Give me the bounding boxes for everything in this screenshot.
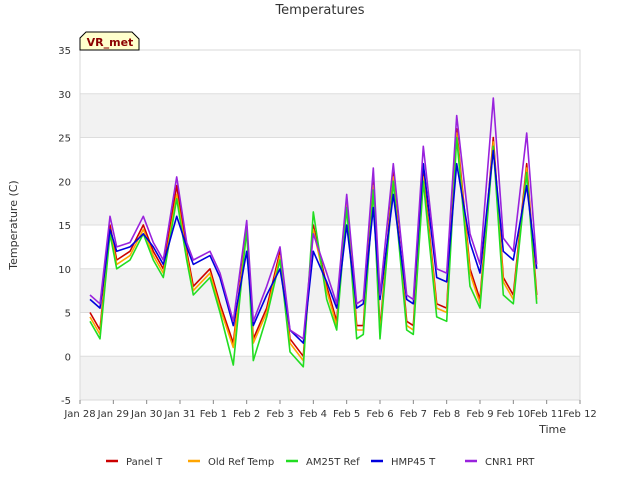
x-tick-label: Feb 6 xyxy=(366,409,393,420)
x-tick-label: Feb 12 xyxy=(563,409,597,420)
y-tick-label: 35 xyxy=(58,46,71,57)
station-annotation: VR_met xyxy=(79,31,140,51)
series-line-cnr1-prt xyxy=(89,97,538,340)
x-tick-label: Jan 30 xyxy=(130,409,162,420)
y-tick-label: 20 xyxy=(58,177,71,188)
y-tick-label: 0 xyxy=(65,352,71,363)
x-tick-label: Feb 11 xyxy=(530,409,564,420)
x-axis-label: Time xyxy=(538,423,566,436)
legend-label-am25t-ref: AM25T Ref xyxy=(306,457,360,468)
x-tick-label: Feb 2 xyxy=(233,409,260,420)
x-tick-label: Feb 3 xyxy=(266,409,293,420)
y-tick-label: 5 xyxy=(65,309,71,320)
x-tick-label: Feb 7 xyxy=(400,409,427,420)
legend-label-panel-t: Panel T xyxy=(126,457,163,468)
y-tick-label: 30 xyxy=(58,90,71,101)
y-tick-label: 25 xyxy=(58,134,71,145)
x-tick-label: Jan 28 xyxy=(63,409,95,420)
legend-label-hmp45-t: HMP45 T xyxy=(391,457,436,468)
x-tick-label: Feb 4 xyxy=(300,409,327,420)
y-axis-label: Temperature (C) xyxy=(7,180,20,270)
plot-area-frame xyxy=(79,49,581,401)
legend-label-old-ref-temp: Old Ref Temp xyxy=(208,457,274,468)
series-line-hmp45-t xyxy=(89,149,538,344)
background-band xyxy=(80,93,580,138)
x-tick-label: Feb 1 xyxy=(200,409,227,420)
background-band xyxy=(80,356,580,400)
y-tick-label: -5 xyxy=(61,396,71,407)
background-band xyxy=(80,181,580,225)
x-tick-label: Jan 29 xyxy=(97,409,129,420)
x-tick-label: Jan 31 xyxy=(163,409,195,420)
y-tick-label: 10 xyxy=(58,265,71,276)
x-tick-label: Feb 9 xyxy=(466,409,493,420)
x-tick-label: Feb 10 xyxy=(497,409,531,420)
y-axis-ticks: -5 0 5 10 15 20 25 30 35 xyxy=(58,46,71,407)
x-axis-ticks: Jan 28 Jan 29 Jan 30 Jan 31 Feb 1 Feb 2 Feb 3 F… xyxy=(63,400,597,420)
legend: Panel T Old Ref Temp AM25T Ref HMP45 T CNR1 … xyxy=(106,457,535,468)
x-tick-label: Feb 8 xyxy=(433,409,460,420)
series-lines xyxy=(89,97,538,368)
legend-label-cnr1-prt: CNR1 PRT xyxy=(485,457,535,468)
annotation-box xyxy=(79,31,140,51)
chart-title: Temperatures xyxy=(274,3,364,18)
y-tick-label: 15 xyxy=(58,221,71,232)
x-tick-label: Feb 5 xyxy=(333,409,360,420)
annotation-text: VR_met xyxy=(87,36,134,49)
